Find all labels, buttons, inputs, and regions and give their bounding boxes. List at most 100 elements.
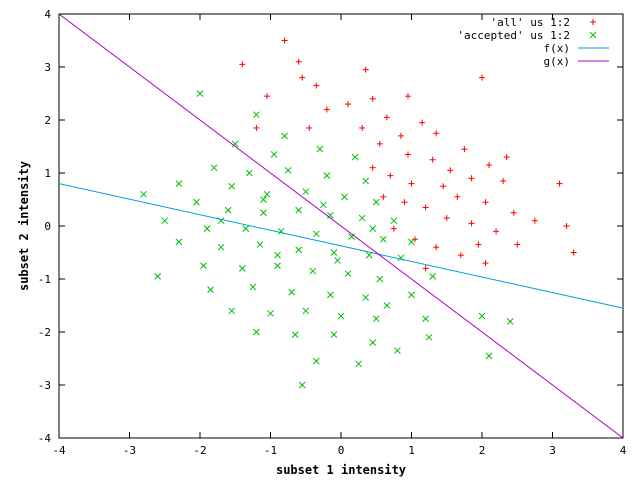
data-point [323,172,331,180]
data-point [323,106,330,113]
data-point [295,58,302,65]
data-point [457,252,464,259]
data-point [355,360,362,368]
data-point [217,243,225,251]
data-point [193,198,200,206]
data-point [365,251,373,259]
data-point [312,357,320,365]
data-point [433,244,440,251]
y-tick-label: -1 [38,273,51,286]
data-point [376,275,384,283]
data-point [479,74,485,81]
data-point [556,180,563,187]
legend-marker [589,31,597,39]
data-point [372,198,380,206]
y-tick-label: 0 [44,220,51,233]
data-point [260,196,267,203]
x-tick-label: 4 [620,444,627,457]
data-point [461,146,468,153]
data-point [207,286,214,293]
data-point [412,236,419,243]
data-point [274,262,281,270]
data-point [404,151,411,158]
data-point [563,223,570,229]
data-point [425,333,433,341]
data-point [500,177,507,184]
data-point [531,217,538,224]
data-point [510,209,517,216]
data-point [372,315,380,323]
data-point [327,291,334,299]
data-point [302,307,310,315]
y-tick-label: 1 [44,167,51,180]
y-tick-label: -4 [38,432,52,445]
data-point [387,172,394,179]
data-point [422,204,429,211]
function-line [59,14,623,438]
data-point [161,217,169,225]
y-tick-label: -2 [38,326,51,339]
data-point [312,230,320,238]
legend-marker [590,19,596,25]
data-point [404,93,411,100]
data-point [295,206,303,214]
data-point [408,291,415,299]
data-point [369,164,376,171]
data-point [256,241,264,248]
data-point [175,238,183,246]
data-point [341,193,348,201]
data-point [506,318,514,325]
data-point [362,177,370,185]
data-point [408,238,415,246]
data-point [429,156,436,163]
x-tick-label: -4 [52,444,66,457]
data-point [274,251,281,259]
data-point [359,124,366,131]
data-point [362,66,369,73]
data-point [443,215,450,222]
data-point [224,206,232,214]
x-tick-label: -2 [193,444,206,457]
data-point [379,235,387,243]
data-point [228,307,236,315]
data-point [493,228,500,235]
data-point [433,130,440,137]
legend-label: f(x) [544,42,571,55]
data-point [320,201,327,209]
data-point [478,312,486,320]
x-tick-label: -1 [264,444,277,457]
data-point [422,265,429,272]
data-point [486,162,493,169]
data-point [503,154,510,161]
data-point [344,270,352,278]
data-point [485,352,493,360]
x-tick-label: 1 [408,444,415,457]
data-point [253,111,260,119]
series-layer [140,37,577,389]
data-point [281,37,288,44]
data-point [239,61,246,68]
data-point [514,241,521,248]
legend-label: 'accepted' us 1:2 [457,29,570,42]
data-point [203,225,211,233]
data-point [383,302,391,309]
data-point [475,241,482,248]
data-point [468,175,475,182]
x-tick-label: 2 [479,444,486,457]
data-point [358,214,366,222]
data-point [330,331,338,339]
data-point [447,167,454,174]
data-point [263,190,271,198]
data-point [175,180,183,187]
data-point [309,267,317,275]
data-point [369,225,377,233]
data-point [345,101,352,108]
data-point [369,339,377,346]
data-point [238,265,246,272]
data-point [468,220,475,227]
data-point [154,272,162,280]
y-tick-label: 2 [44,114,51,127]
legend: 'all' us 1:2'accepted' us 1:2f(x)g(x) [457,16,609,68]
y-tick-label: -3 [38,379,51,392]
data-point [337,312,345,320]
